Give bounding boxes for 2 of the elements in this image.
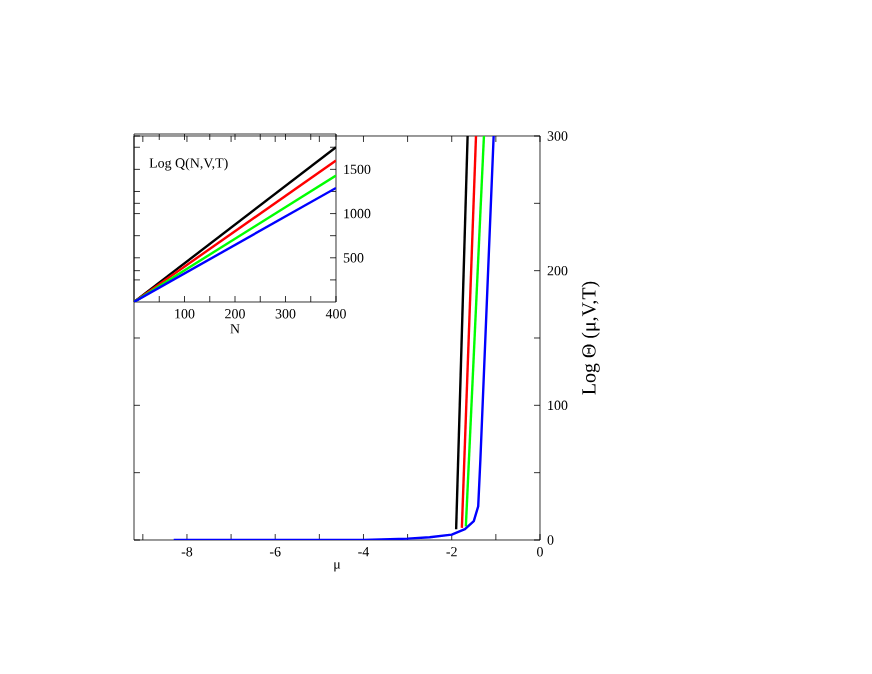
line-series [172, 135, 495, 540]
y-axis-title: Log Θ (μ,V,T) [581, 281, 600, 395]
